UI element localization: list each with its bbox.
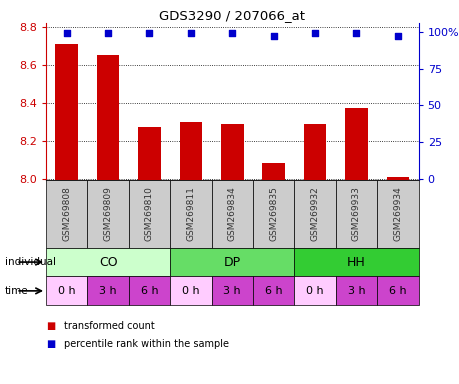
Text: HH: HH: [347, 256, 365, 268]
Bar: [46, 180, 87, 248]
Text: individual: individual: [5, 257, 56, 267]
Text: transformed count: transformed count: [64, 321, 155, 331]
Text: GSM269934: GSM269934: [392, 186, 402, 241]
Text: GSM269808: GSM269808: [62, 186, 71, 241]
Text: DP: DP: [223, 256, 241, 268]
Text: GSM269811: GSM269811: [186, 186, 195, 241]
Point: [104, 30, 112, 36]
Text: 0 h: 0 h: [58, 286, 75, 296]
Bar: [170, 276, 211, 305]
Text: GSM269932: GSM269932: [310, 186, 319, 241]
Text: 6 h: 6 h: [264, 286, 282, 296]
Point: [63, 30, 70, 36]
Bar: [96, 55, 119, 180]
Bar: [55, 44, 78, 180]
Bar: [46, 248, 170, 276]
Bar: [220, 124, 243, 180]
Bar: [252, 180, 294, 248]
Bar: [376, 180, 418, 248]
Point: [187, 30, 194, 36]
Text: CO: CO: [99, 256, 117, 268]
Bar: [294, 276, 335, 305]
Bar: [294, 180, 335, 248]
Bar: [211, 276, 252, 305]
Bar: [129, 180, 170, 248]
Bar: [46, 276, 87, 305]
Point: [269, 33, 277, 39]
Bar: [303, 124, 326, 180]
Bar: [252, 276, 294, 305]
Point: [146, 30, 153, 36]
Text: 3 h: 3 h: [223, 286, 241, 296]
Bar: [335, 276, 376, 305]
Text: 6 h: 6 h: [388, 286, 406, 296]
Point: [393, 33, 401, 39]
Text: ■: ■: [46, 339, 55, 349]
Text: 0 h: 0 h: [306, 286, 323, 296]
Bar: [262, 164, 285, 180]
Text: GSM269933: GSM269933: [351, 186, 360, 241]
Text: ■: ■: [46, 321, 55, 331]
Text: percentile rank within the sample: percentile rank within the sample: [64, 339, 229, 349]
Text: GSM269834: GSM269834: [227, 186, 236, 241]
Text: time: time: [5, 286, 28, 296]
Bar: [138, 127, 161, 180]
Point: [228, 30, 235, 36]
Bar: [335, 180, 376, 248]
Bar: [344, 108, 367, 180]
Bar: [87, 276, 129, 305]
Text: 6 h: 6 h: [140, 286, 158, 296]
Text: 3 h: 3 h: [99, 286, 117, 296]
Bar: [294, 248, 418, 276]
Bar: [376, 276, 418, 305]
Bar: [386, 177, 409, 180]
Text: GSM269835: GSM269835: [269, 186, 278, 241]
Text: GSM269810: GSM269810: [145, 186, 154, 241]
Point: [352, 30, 359, 36]
Text: 3 h: 3 h: [347, 286, 364, 296]
Bar: [170, 248, 294, 276]
Text: 0 h: 0 h: [182, 286, 199, 296]
Title: GDS3290 / 207066_at: GDS3290 / 207066_at: [159, 9, 305, 22]
Bar: [170, 180, 211, 248]
Bar: [179, 122, 202, 180]
Point: [311, 30, 318, 36]
Bar: [211, 180, 252, 248]
Bar: [87, 180, 129, 248]
Text: GSM269809: GSM269809: [103, 186, 112, 241]
Bar: [129, 276, 170, 305]
